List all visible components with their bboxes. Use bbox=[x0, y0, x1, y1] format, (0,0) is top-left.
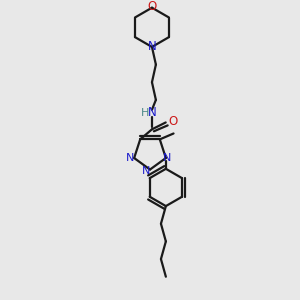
Text: N: N bbox=[142, 166, 150, 176]
Text: O: O bbox=[168, 115, 177, 128]
Text: N: N bbox=[126, 153, 134, 163]
Text: H: H bbox=[141, 108, 149, 118]
Text: N: N bbox=[148, 40, 156, 53]
Text: N: N bbox=[148, 106, 156, 119]
Text: O: O bbox=[147, 0, 157, 13]
Text: N: N bbox=[163, 153, 171, 163]
